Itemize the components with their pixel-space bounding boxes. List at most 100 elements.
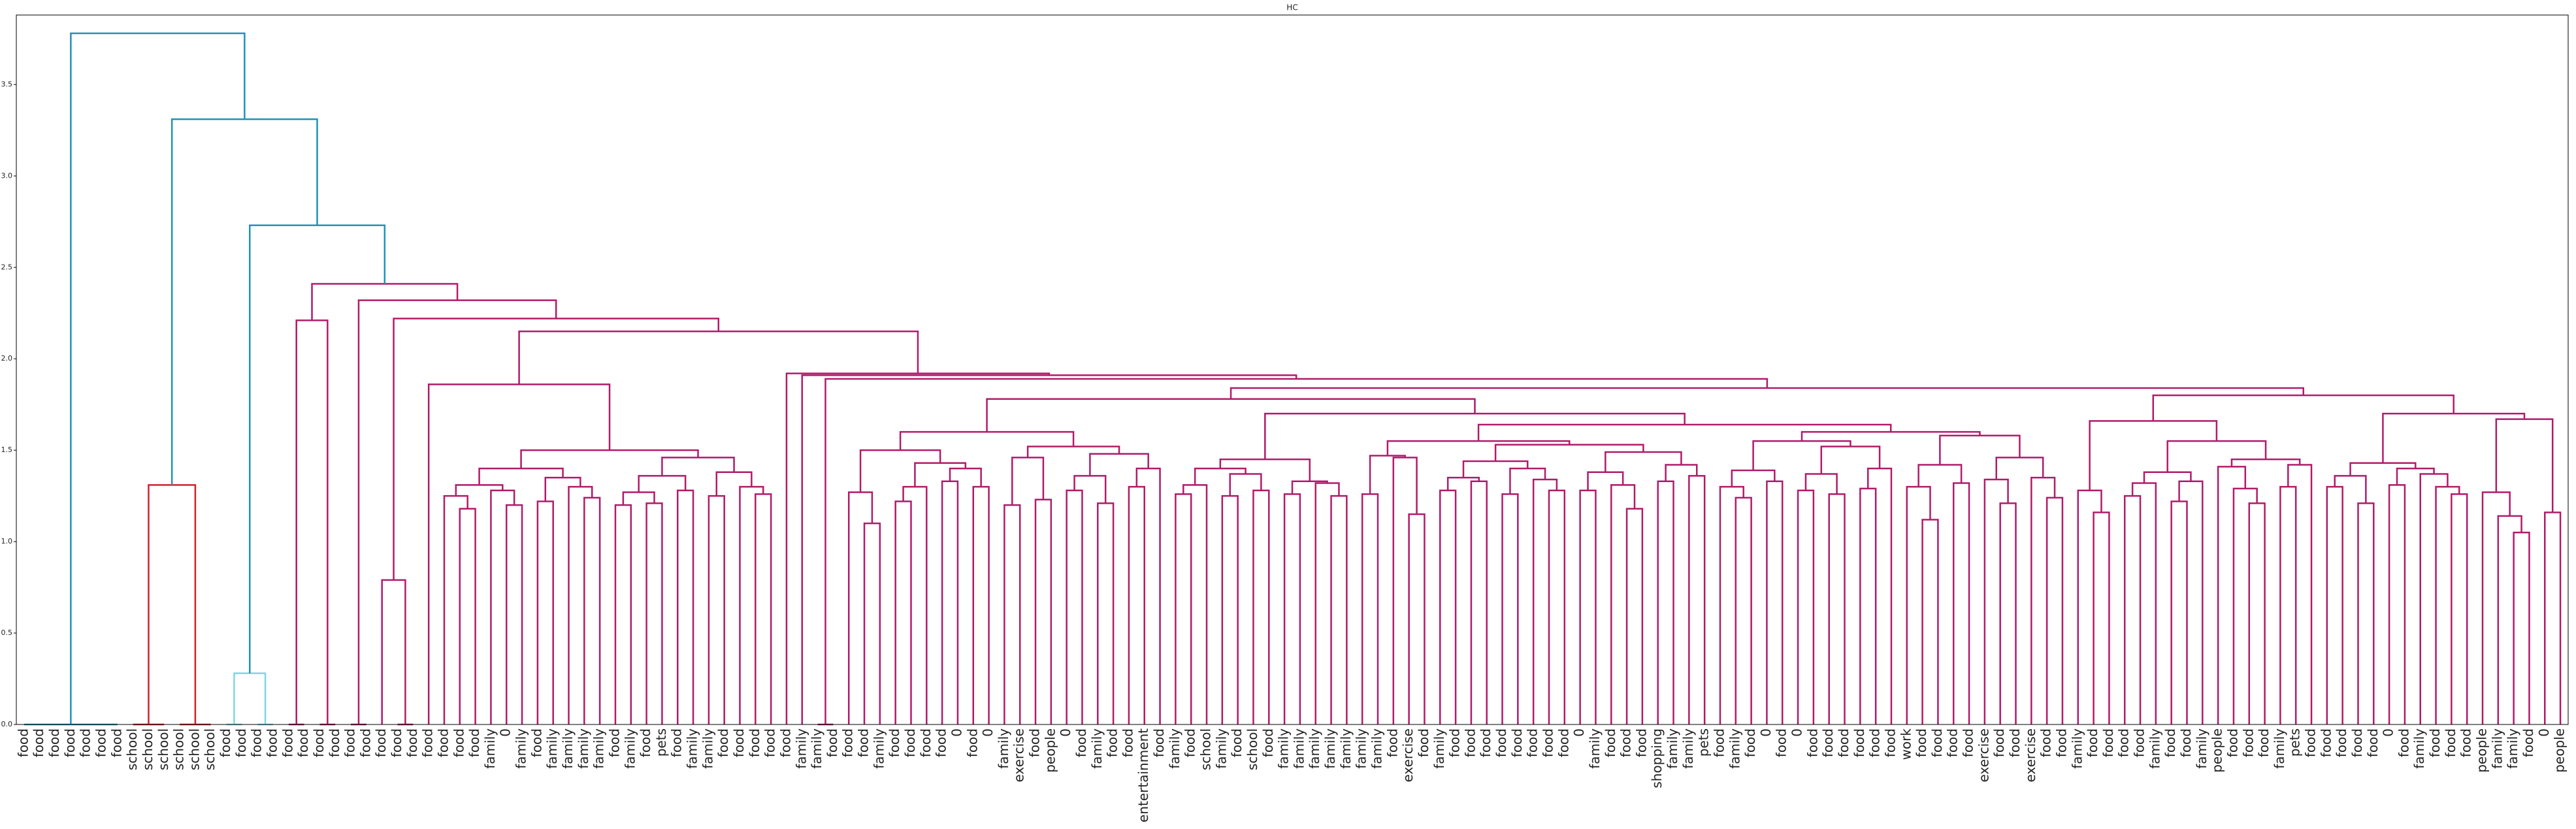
leaf-label: food (2038, 728, 2054, 757)
leaf-label: food (435, 728, 451, 757)
dendrogram-link (2497, 515, 2522, 724)
leaf-label: food (1384, 728, 1400, 757)
leaf-label: people (1042, 728, 1058, 773)
leaf-label: food (1820, 728, 1836, 757)
leaf-label: family (514, 728, 529, 769)
leaf-label: food (62, 728, 78, 757)
plot-frame (16, 14, 2569, 725)
leaf-label: exercise (1400, 728, 1416, 783)
leaf-label: food (1742, 728, 1758, 757)
leaf-label: family (793, 728, 809, 769)
dendrogram-link (1439, 489, 1457, 724)
dendrogram-link (1995, 457, 2044, 480)
dendrogram-link (1752, 440, 1851, 470)
leaf-label: entertainment (1135, 728, 1151, 822)
leaf-label: exercise (2023, 728, 2038, 783)
leaf-label: food (78, 728, 93, 757)
leaf-label: family (2411, 728, 2427, 769)
leaf-label: 0 (498, 728, 514, 737)
dendrogram-link (1252, 489, 1270, 724)
dendrogram-link (1330, 495, 1348, 724)
leaf-label: food (1618, 728, 1634, 757)
leaf-label: food (1073, 728, 1089, 757)
leaf-label: school (1245, 728, 1260, 770)
leaf-label: food (747, 728, 762, 757)
dendrogram-link (1735, 496, 1752, 724)
dendrogram-link (1003, 504, 1021, 724)
leaf-label: food (2349, 728, 2365, 757)
leaf-label: food (1120, 728, 1135, 757)
leaf-label: food (2334, 728, 2349, 757)
leaf-label: food (466, 728, 482, 757)
leaf-label: food (1540, 728, 1556, 757)
leaf-label: food (856, 728, 872, 757)
leaf-label: family (544, 728, 560, 769)
leaf-label: food (1260, 728, 1276, 757)
leaf-label: food (311, 728, 327, 757)
leaf-label: food (357, 728, 373, 757)
leaf-label: food (1851, 728, 1867, 757)
dendrogram-link (755, 493, 772, 724)
leaf-label: exercise (1011, 728, 1027, 783)
leaf-label: food (1493, 728, 1509, 757)
dendrogram-link (2248, 502, 2266, 724)
dendrogram-link (1408, 513, 1426, 724)
leaf-label: food (762, 728, 778, 757)
leaf-label: food (451, 728, 466, 757)
leaf-label: food (824, 728, 840, 757)
leaf-label: family (2147, 728, 2162, 769)
leaf-label: family (1307, 728, 1322, 769)
leaf-label: food (1447, 728, 1463, 757)
dendrogram-link (1386, 440, 1571, 456)
leaf-label: food (264, 728, 280, 757)
leaf-label: food (342, 728, 358, 757)
leaf-label: food (249, 728, 265, 757)
leaf-label: food (280, 728, 295, 757)
leaf-label: food (2162, 728, 2178, 757)
leaf-label: food (1633, 728, 1649, 757)
leaf-label: family (1322, 728, 1338, 769)
dendrogram-link (2166, 440, 2267, 472)
dendrogram-link (2152, 394, 2454, 421)
leaf-label: family (2272, 728, 2287, 769)
dendrogram-link (443, 495, 468, 724)
leaf-label: food (2443, 728, 2458, 757)
dendrogram-link (645, 502, 663, 724)
leaf-label: people (2474, 728, 2490, 773)
leaf-label: food (404, 728, 420, 757)
leaf-label: family (700, 728, 715, 769)
leaf-label: 0 (2536, 728, 2552, 737)
dendrogram-link (1501, 493, 1519, 724)
leaf-label: food (2178, 728, 2194, 757)
dendrogram-link (1999, 502, 2017, 724)
leaf-label: school (1198, 728, 1214, 770)
leaf-label: food (887, 728, 902, 757)
leaf-label: food (2365, 728, 2381, 757)
leaf-label: food (420, 728, 436, 757)
leaf-label: family (996, 728, 1011, 769)
dendrogram-link (801, 374, 1297, 724)
dendrogram-link (676, 489, 694, 724)
leaf-label: food (1929, 728, 1945, 757)
leaf-label: food (1416, 728, 1431, 757)
leaf-label: food (777, 728, 793, 757)
leaf-label: food (529, 728, 544, 757)
leaf-label: food (2427, 728, 2443, 757)
dendrogram-link (847, 491, 873, 724)
leaf-label: food (31, 728, 46, 757)
leaf-label: family (1213, 728, 1229, 769)
y-tick-label: 1.0 (1, 537, 13, 545)
leaf-label: food (1182, 728, 1198, 757)
leaf-label: food (1525, 728, 1541, 757)
dendrogram-link (459, 508, 476, 724)
leaf-label: family (871, 728, 887, 769)
leaf-label: food (2116, 728, 2132, 757)
y-tick-label: 3.5 (1, 80, 13, 88)
dendrogram-link (661, 457, 735, 476)
dendrogram-link (1089, 453, 1149, 476)
leaf-label: food (1836, 728, 1851, 757)
leaf-label: family (560, 728, 576, 769)
leaf-label: food (934, 728, 949, 757)
